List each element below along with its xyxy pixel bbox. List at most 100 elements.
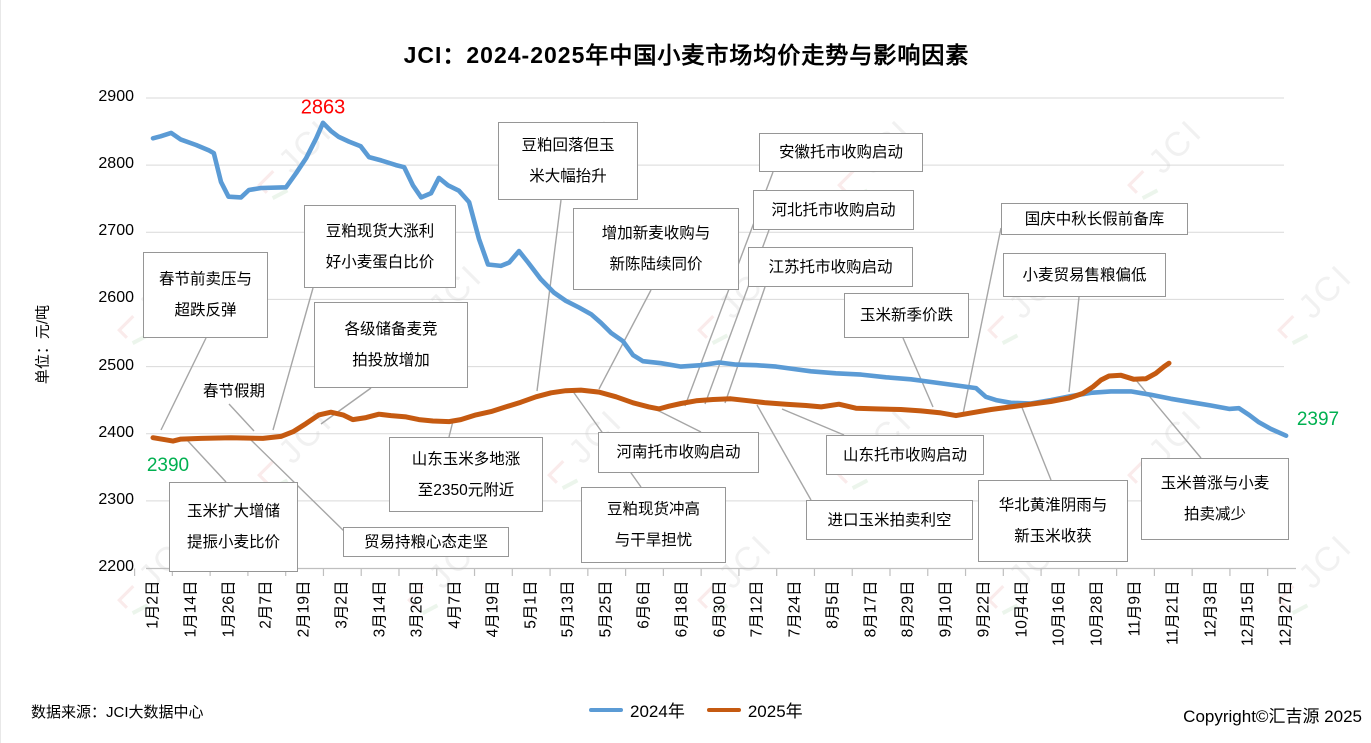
- x-tick-label: 10月28日: [1088, 580, 1106, 646]
- annotation-text: 玉米普涨与小麦: [1160, 475, 1270, 492]
- x-tick-label: 1月26日: [220, 580, 238, 638]
- annotation-box-18: 国庆中秋长假前备库: [1001, 203, 1188, 235]
- annotation-text: 玉米扩大增储: [186, 503, 280, 520]
- annotation-text: 与干旱担忧: [614, 532, 693, 549]
- point-label-2397: 2397: [1296, 409, 1340, 430]
- jci-watermark: ⌐JCI: [1259, 257, 1360, 350]
- x-tick-label: 12月15日: [1239, 580, 1257, 646]
- annotation-text: 山东托市收购启动: [842, 446, 967, 464]
- annotation-box-5: 玉米扩大增储 提振小麦比价: [169, 482, 298, 572]
- x-tick-label: 10月4日: [1013, 580, 1031, 638]
- x-tick-label: 7月24日: [786, 580, 804, 638]
- legend-item-2025: 2025年: [706, 697, 803, 722]
- y-tick-label: 2300: [98, 490, 134, 508]
- annotation-text: 春节假期: [202, 382, 265, 400]
- x-tick-label: 7月12日: [748, 580, 766, 638]
- annotation-text: 春节前卖压与: [158, 271, 252, 288]
- x-tick-label: 10月16日: [1050, 580, 1068, 646]
- annotation-box-6: 贸易持粮心态走坚: [343, 527, 509, 557]
- annotation-text: 豆粕现货大涨利: [325, 222, 435, 240]
- x-tick-label: 6月18日: [673, 580, 691, 638]
- y-tick-label: 2700: [98, 222, 134, 240]
- chart-title: JCI：2024-2025年中国小麦市场均价走势与影响因素: [403, 42, 970, 68]
- x-tick-label: 5月13日: [559, 580, 577, 638]
- annotation-text: 贸易持粮心态走坚: [363, 533, 488, 551]
- x-tick-label: 6月6日: [635, 580, 653, 629]
- x-tick-label: 11月9日: [1126, 580, 1144, 637]
- x-tick-label: 2月7日: [257, 580, 275, 629]
- annotation-box-16: 山东托市收购启动: [826, 435, 984, 475]
- x-tick-label: 8月5日: [824, 580, 842, 629]
- annotation-box-9: 增加新麦收购与 新陈陆续同价: [573, 208, 739, 290]
- svg-text:JCI: JCI: [1141, 112, 1210, 181]
- annotation-box-14: 江苏托市收购启动: [748, 247, 913, 287]
- annotation-box-7: 山东玉米多地涨 至2350元附近: [389, 437, 543, 512]
- annotation-box-17: 进口玉米拍卖利空: [806, 500, 973, 540]
- x-tick-label: 12月3日: [1202, 580, 1220, 638]
- svg-text:JCI: JCI: [1291, 257, 1360, 326]
- annotation-text: 拍投放增加: [352, 352, 430, 369]
- annotation-text: 玉米新季价跌: [859, 307, 953, 324]
- y-tick-label: 2400: [98, 423, 134, 441]
- annotation-box-8: 豆粕回落但玉 米大幅抬升: [498, 122, 638, 200]
- annotation-box-21: 玉米普涨与小麦 拍卖减少: [1141, 458, 1289, 540]
- annotation-leader-lines: [160, 171, 1202, 534]
- annotation-text: 安徽托市收购启动: [778, 144, 903, 161]
- jci-watermark: ⌐JCI: [1109, 112, 1210, 205]
- x-tick-label: 8月29日: [899, 580, 917, 638]
- annotation-text: 小麦贸易售粮偏低: [1022, 266, 1147, 284]
- annotation-text: 米大幅抬升: [529, 168, 607, 185]
- annotation-text: 至2350元附近: [417, 481, 515, 499]
- x-tick-label: 4月7日: [446, 580, 464, 629]
- x-tick-label: 1月14日: [182, 580, 200, 638]
- legend-swatch-2024: [589, 707, 623, 712]
- annotation-text: 豆粕回落但玉: [521, 137, 615, 154]
- series-line-2025年: [150, 360, 1172, 444]
- y-tick-label: 2600: [98, 289, 134, 307]
- annotation-box-12: 安徽托市收购启动: [759, 133, 923, 172]
- y-tick-label: 2900: [98, 88, 134, 105]
- x-tick-label: 8月17日: [862, 580, 880, 638]
- y-tick-label: 2200: [98, 558, 134, 575]
- x-tick-label: 5月25日: [597, 580, 615, 638]
- annotation-box-3: 春节假期: [189, 378, 279, 404]
- legend-label-2024: 2024年: [630, 702, 685, 721]
- svg-text:JCI: JCI: [1291, 527, 1360, 596]
- legend-swatch-2025: [706, 707, 741, 712]
- annotation-box-4: 各级储备麦竞 拍投放增加: [314, 302, 468, 388]
- y-tick-label: 2500: [98, 356, 134, 374]
- annotation-text: 豆粕现货冲高: [606, 501, 700, 518]
- point-label-2863: 2863: [300, 96, 346, 119]
- annotation-text: 新玉米收获: [1014, 528, 1092, 545]
- annotation-text: 超跌反弹: [174, 302, 237, 319]
- annotation-box-13: 河北托市收购启动: [753, 190, 914, 230]
- x-tick-label: 3月2日: [333, 580, 351, 629]
- x-tick-label: 9月22日: [975, 580, 993, 638]
- annotation-text: 山东玉米多地涨: [411, 450, 521, 468]
- annotation-box-11: 豆粕现货冲高 与干旱担忧: [581, 487, 726, 563]
- annotation-text: 华北黄淮阴雨与: [998, 497, 1108, 514]
- x-axis: [134, 567, 1296, 576]
- x-tick-label: 9月10日: [937, 580, 955, 638]
- annotation-text: 国庆中秋长假前备库: [1024, 210, 1165, 228]
- x-tick-label: 2月19日: [295, 580, 313, 638]
- annotation-text: 各级储备麦竞: [344, 321, 438, 338]
- annotation-text: 增加新麦收购与: [601, 225, 711, 242]
- x-tick-label: 5月1日: [522, 580, 540, 629]
- annotation-text: 好小麦蛋白比价: [325, 253, 435, 271]
- jci-watermark: ⌐JCI: [239, 402, 340, 495]
- annotation-box-15: 玉米新季价跌: [844, 293, 969, 338]
- annotation-text: 拍卖减少: [1183, 506, 1246, 523]
- y-axis-title: 单位：元/吨: [34, 304, 52, 385]
- annotation-text: 新陈陆续同价: [609, 256, 703, 273]
- annotation-box-1: 春节前卖压与 超跌反弹: [143, 252, 268, 338]
- point-label-2390: 2390: [146, 455, 190, 476]
- annotation-text: 江苏托市收购启动: [768, 258, 893, 276]
- annotation-box-10: 河南托市收购启动: [598, 432, 759, 473]
- annotation-box-19: 小麦贸易售粮偏低: [1003, 253, 1166, 297]
- legend-item-2024: 2024年: [589, 697, 685, 722]
- x-tick-label: 11月21日: [1164, 580, 1182, 645]
- legend-label-2025: 2025年: [747, 702, 803, 721]
- y-tick-label: 2800: [98, 155, 134, 173]
- annotation-box-2: 豆粕现货大涨利 好小麦蛋白比价: [304, 205, 456, 288]
